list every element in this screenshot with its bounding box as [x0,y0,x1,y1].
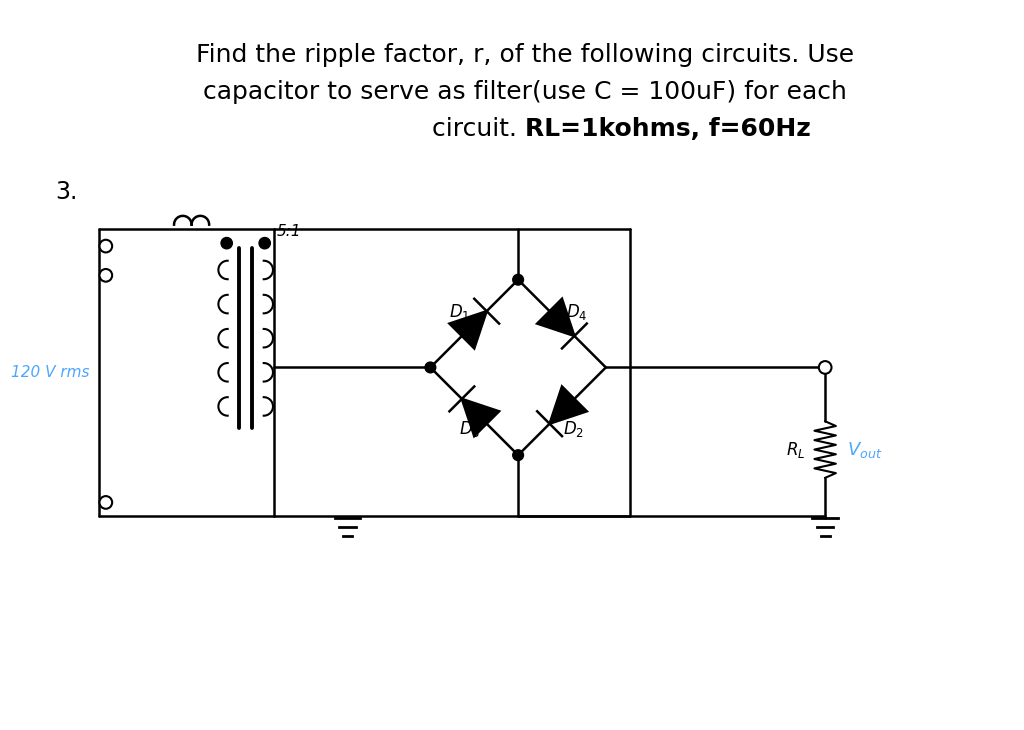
Circle shape [99,496,113,509]
Circle shape [425,362,436,373]
Text: $V_{out}$: $V_{out}$ [847,439,882,460]
Polygon shape [538,299,574,336]
Circle shape [99,239,113,253]
Polygon shape [462,399,499,436]
Circle shape [221,237,232,249]
Text: capacitor to serve as filter(use C = 100uF) for each: capacitor to serve as filter(use C = 100… [203,80,847,104]
Circle shape [819,361,831,374]
Text: $D_3$: $D_3$ [459,419,480,439]
Text: $D_2$: $D_2$ [563,419,585,439]
Text: 5:1: 5:1 [276,224,301,239]
Text: $D_4$: $D_4$ [566,302,588,322]
Text: $D_1$: $D_1$ [450,302,470,322]
Circle shape [259,237,270,249]
Polygon shape [550,386,587,423]
Text: Find the ripple factor, r, of the following circuits. Use: Find the ripple factor, r, of the follow… [196,43,854,67]
Text: 120 V rms: 120 V rms [10,365,89,380]
Circle shape [513,274,523,285]
Circle shape [99,269,113,282]
Text: 3.: 3. [55,180,78,204]
Polygon shape [450,311,486,348]
Text: RL=1kohms, f=60Hz: RL=1kohms, f=60Hz [525,118,811,142]
Text: circuit.: circuit. [432,118,525,142]
Text: $R_L$: $R_L$ [786,439,806,460]
Circle shape [513,450,523,461]
